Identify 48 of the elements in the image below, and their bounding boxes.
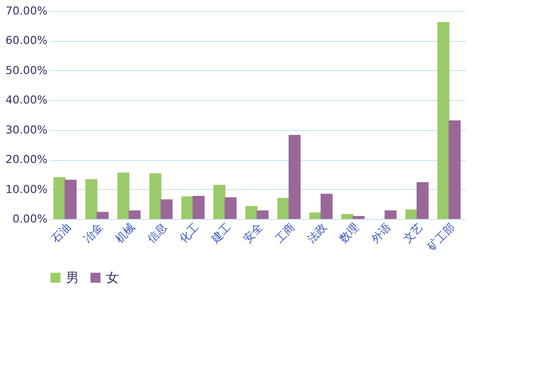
bar (288, 134, 301, 219)
x-tick-label: 工商 (272, 220, 298, 246)
y-tick-label: 60.00% (6, 34, 48, 48)
x-tick-label: 矿工部 (424, 220, 458, 254)
y-tick-label: 10.00% (6, 182, 48, 196)
bar (405, 209, 418, 219)
x-tick-label: 石油 (48, 220, 74, 246)
x-tick-label: 法政 (304, 220, 330, 246)
y-tick-label: 30.00% (6, 123, 48, 136)
y-tick-label: 50.00% (6, 64, 48, 77)
bar (277, 198, 290, 219)
bar (53, 177, 66, 219)
bar (320, 194, 333, 219)
x-tick-label: 化工 (176, 220, 202, 246)
x-tick-label: 建工 (208, 220, 234, 246)
legend-label: 男 (66, 270, 79, 286)
x-tick-label: 冶金 (80, 220, 106, 246)
bar (96, 212, 109, 219)
bar (117, 172, 130, 219)
bar (224, 197, 237, 219)
bar (245, 206, 258, 219)
bar (309, 212, 322, 219)
bar (181, 196, 194, 219)
bar (352, 216, 365, 219)
bar (384, 210, 397, 219)
y-tick-label: 20.00% (6, 153, 48, 166)
bar (160, 199, 173, 219)
bar (85, 179, 98, 219)
bar (192, 196, 205, 219)
bar (341, 214, 354, 219)
y-tick-label: 40.00% (6, 94, 48, 107)
bar (149, 173, 162, 219)
bar (64, 180, 77, 219)
legend-label: 女 (106, 270, 119, 286)
x-tick-label: 安全 (240, 220, 266, 246)
bar (448, 120, 461, 219)
bar (213, 184, 226, 219)
bar (416, 182, 429, 219)
bar (437, 22, 450, 219)
x-tick-label: 信息 (144, 220, 170, 246)
x-tick-label: 数理 (336, 220, 362, 246)
x-tick-label: 文艺 (400, 220, 426, 246)
y-tick-label: 0.00% (12, 212, 48, 226)
y-tick-label: 70.00% (6, 4, 48, 18)
bar (128, 210, 141, 219)
bar (256, 210, 269, 219)
x-tick-label: 机械 (112, 220, 138, 246)
x-tick-label: 外语 (368, 220, 394, 246)
